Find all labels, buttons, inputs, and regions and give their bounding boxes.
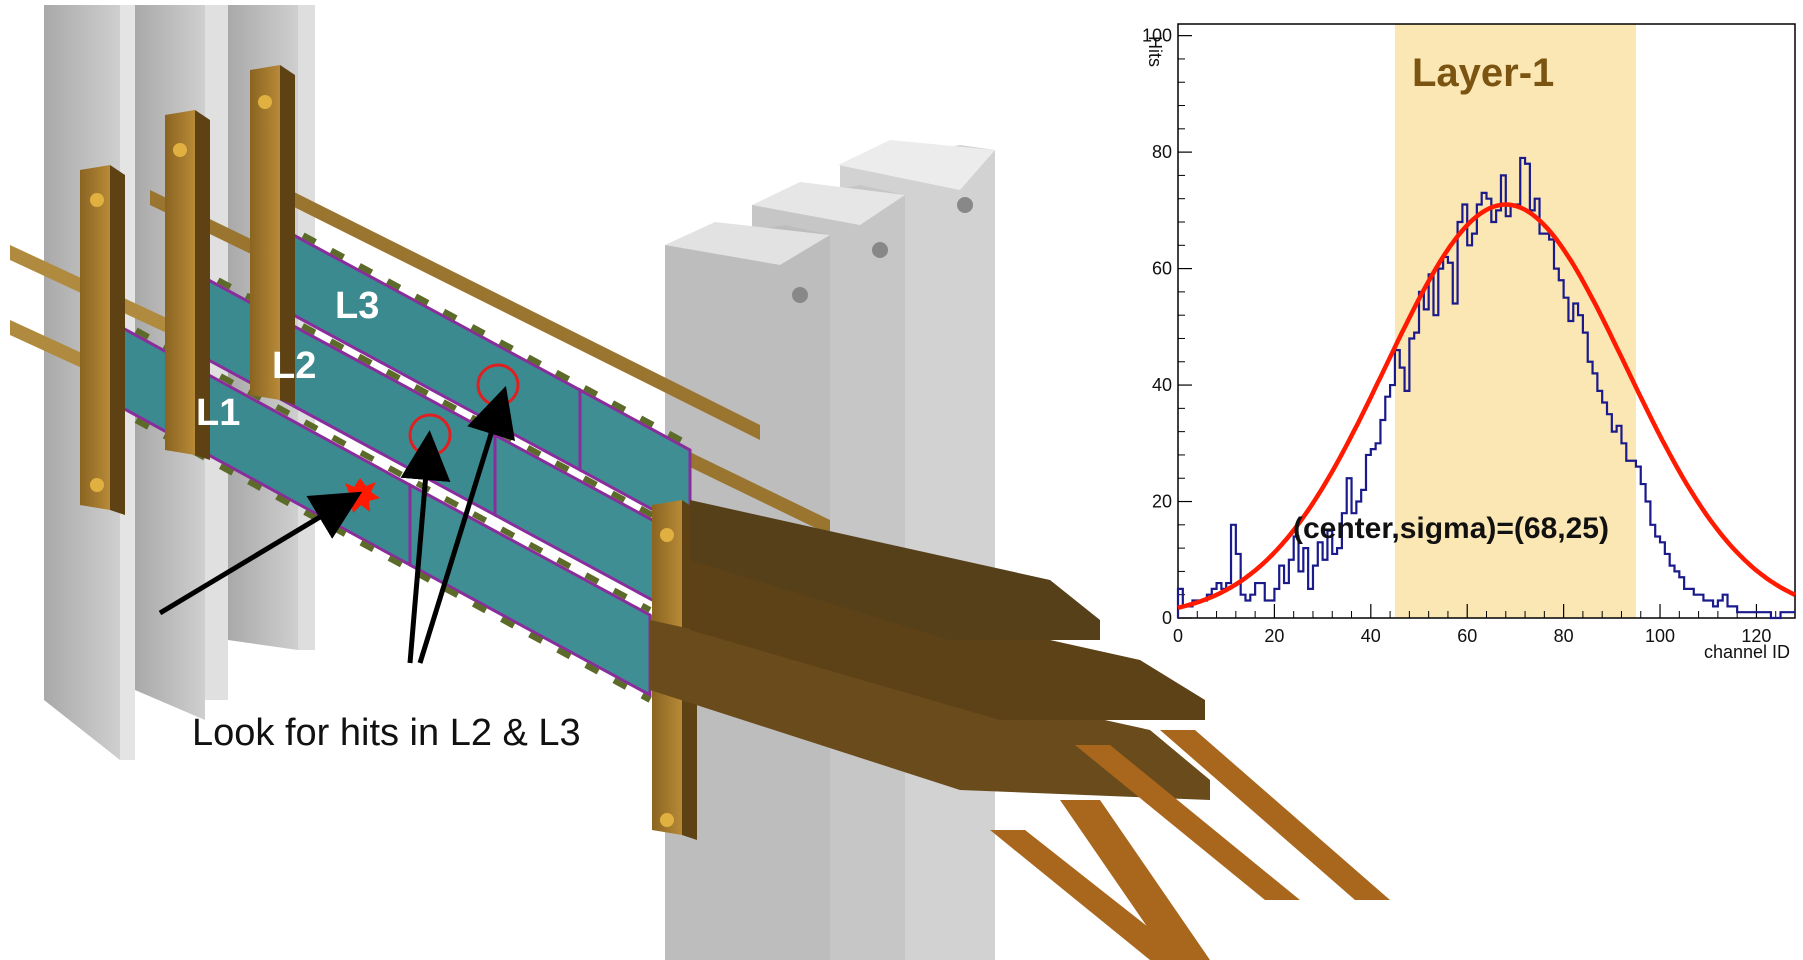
histogram-series [1176,156,1795,620]
y-tick-label: 100 [1142,26,1172,46]
axis-ticks: 0 20 40 60 80 100 120 0 20 40 60 80 100 [1142,26,1796,646]
flex-cables [650,500,1390,960]
y-axis-label: Hits [1145,36,1165,67]
histogram-line [1176,156,1795,620]
x-tick-label: 120 [1741,626,1771,646]
x-tick-label: 60 [1457,626,1477,646]
y-tick-label: 80 [1152,142,1172,162]
layer-label-l2: L2 [272,345,316,387]
layer-label-l3: L3 [335,285,379,327]
highlight-band-rect [1394,24,1636,618]
arrows [158,385,515,664]
y-tick-label: 60 [1152,259,1172,279]
y-tick-label: 20 [1152,492,1172,512]
fit-label: (center,sigma)=(68,25) [1293,512,1609,545]
x-axis-label: channel ID [1704,642,1790,662]
gaussian-fit [1177,202,1796,610]
highlight-band [1394,24,1636,618]
x-tick-label: 80 [1554,626,1574,646]
x-tick-label: 20 [1264,626,1284,646]
y-tick-label: 0 [1162,608,1172,628]
x-tick-label: 40 [1361,626,1381,646]
caption-text: Look for hits in L2 & L3 [192,712,581,754]
band-label: Layer-1 [1412,51,1554,95]
x-tick-label: 100 [1645,626,1675,646]
layer-label-l1: L1 [196,392,240,434]
gaussian-fit-curve [1177,202,1796,610]
x-tick-label: 0 [1173,626,1183,646]
y-tick-label: 40 [1152,375,1172,395]
